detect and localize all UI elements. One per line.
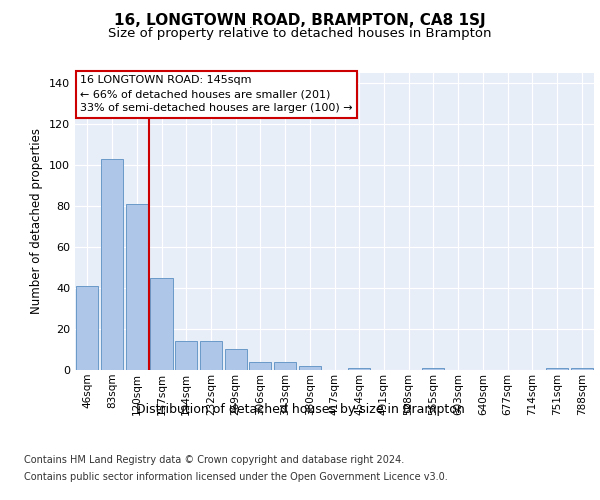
Text: Distribution of detached houses by size in Brampton: Distribution of detached houses by size … xyxy=(136,402,464,415)
Bar xyxy=(571,368,593,370)
Bar xyxy=(274,362,296,370)
Bar xyxy=(125,204,148,370)
Text: Size of property relative to detached houses in Brampton: Size of property relative to detached ho… xyxy=(108,28,492,40)
Bar xyxy=(224,350,247,370)
Bar xyxy=(249,362,271,370)
Bar xyxy=(175,342,197,370)
Bar xyxy=(299,366,321,370)
Bar xyxy=(101,158,123,370)
Bar xyxy=(151,278,173,370)
Text: 16 LONGTOWN ROAD: 145sqm
← 66% of detached houses are smaller (201)
33% of semi-: 16 LONGTOWN ROAD: 145sqm ← 66% of detach… xyxy=(80,76,353,114)
Bar xyxy=(348,368,370,370)
Text: 16, LONGTOWN ROAD, BRAMPTON, CA8 1SJ: 16, LONGTOWN ROAD, BRAMPTON, CA8 1SJ xyxy=(114,12,486,28)
Y-axis label: Number of detached properties: Number of detached properties xyxy=(31,128,43,314)
Bar xyxy=(200,342,222,370)
Bar xyxy=(76,286,98,370)
Text: Contains public sector information licensed under the Open Government Licence v3: Contains public sector information licen… xyxy=(24,472,448,482)
Text: Contains HM Land Registry data © Crown copyright and database right 2024.: Contains HM Land Registry data © Crown c… xyxy=(24,455,404,465)
Bar xyxy=(546,368,568,370)
Bar xyxy=(422,368,445,370)
